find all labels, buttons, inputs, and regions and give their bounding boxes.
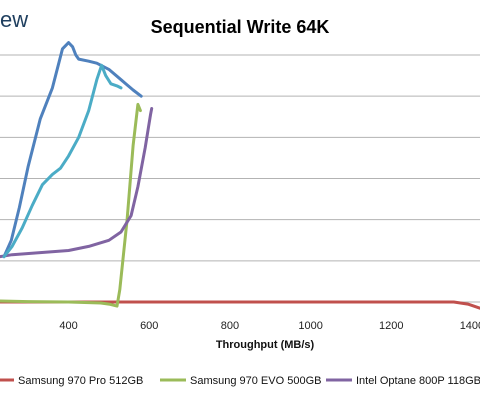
- series-line-1: [0, 300, 480, 310]
- legend-label: Samsung 970 Pro 512GB: [18, 375, 143, 387]
- legend-label: Intel Optane 800P 118GB: [356, 375, 480, 387]
- series-layer: [0, 41, 480, 310]
- x-tick-label: 400: [59, 320, 77, 332]
- x-tick-label: 1400: [460, 320, 480, 332]
- series-line-4: [2, 41, 143, 259]
- x-tick-label: 600: [140, 320, 158, 332]
- legend-label: Samsung 970 EVO 500GB: [190, 375, 321, 387]
- x-tick-label: 1000: [298, 320, 322, 332]
- x-axis-label: Throughput (MB/s): [216, 339, 315, 351]
- x-tick-label: 1200: [379, 320, 403, 332]
- series-line-3: [0, 107, 154, 259]
- logo-text: ew: [0, 7, 28, 32]
- gridlines: [0, 54, 480, 303]
- x-tick-labels: 400 600 800 1000 1200 1400: [59, 320, 480, 332]
- x-tick-label: 800: [221, 320, 239, 332]
- legend: Samsung 970 Pro 512GB Samsung 970 EVO 500…: [0, 375, 480, 387]
- series-line-2: [0, 102, 142, 308]
- chart-title: Sequential Write 64K: [151, 17, 330, 37]
- series-line-5: [2, 63, 123, 259]
